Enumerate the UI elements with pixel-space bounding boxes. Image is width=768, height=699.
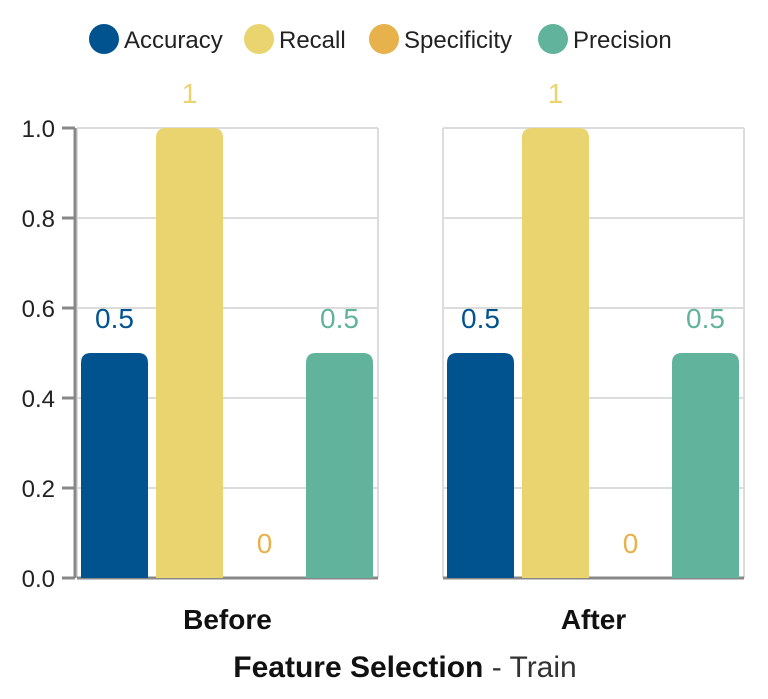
y-tick-label: 0.2 — [22, 476, 55, 503]
bar-precision — [306, 353, 373, 578]
legend-label: Specificity — [404, 27, 512, 54]
legend-item-precision: Precision — [538, 24, 672, 54]
panel-label: After — [561, 604, 626, 635]
legend-item-accuracy: Accuracy — [89, 24, 223, 54]
legend-swatch — [538, 24, 568, 54]
legend: Accuracy Recall Specificity Precision — [89, 24, 672, 54]
bar-recall — [156, 128, 223, 578]
panels: 0.5 1 0 0.5 Before 0.5 1 0 0.5 After — [81, 78, 739, 635]
bar-precision — [672, 353, 739, 578]
value-label-accuracy: 0.5 — [95, 303, 134, 334]
value-label-recall: 1 — [182, 78, 198, 109]
legend-label: Accuracy — [124, 27, 223, 54]
value-label-recall: 1 — [548, 78, 564, 109]
chart-title-bold: Feature Selection — [233, 651, 483, 684]
legend-item-recall: Recall — [244, 24, 346, 54]
chart-title: Feature Selection - Train — [233, 651, 576, 684]
bar-recall — [522, 128, 589, 578]
y-tick-label: 1.0 — [22, 116, 55, 143]
legend-swatch — [244, 24, 274, 54]
value-label-specificity: 0 — [623, 528, 639, 559]
panel-after: 0.5 1 0 0.5 After — [447, 78, 739, 635]
chart-title-rest: - Train — [483, 651, 576, 684]
legend-swatch — [369, 24, 399, 54]
y-tick-label: 0.4 — [22, 386, 55, 413]
y-tick-label: 0.6 — [22, 296, 55, 323]
y-tick-label: 0.8 — [22, 206, 55, 233]
value-label-precision: 0.5 — [320, 303, 359, 334]
legend-label: Recall — [279, 27, 346, 54]
legend-item-specificity: Specificity — [369, 24, 512, 54]
panel-label: Before — [183, 604, 272, 635]
bar-accuracy — [447, 353, 514, 578]
value-label-specificity: 0 — [257, 528, 273, 559]
panel-before: 0.5 1 0 0.5 Before — [81, 78, 373, 635]
y-tick-label: 0.0 — [22, 566, 55, 593]
bar-accuracy — [81, 353, 148, 578]
y-axis: 0.0 0.2 0.4 0.6 0.8 1.0 — [22, 116, 77, 593]
value-label-accuracy: 0.5 — [461, 303, 500, 334]
value-label-precision: 0.5 — [686, 303, 725, 334]
legend-swatch — [89, 24, 119, 54]
legend-label: Precision — [573, 27, 672, 54]
